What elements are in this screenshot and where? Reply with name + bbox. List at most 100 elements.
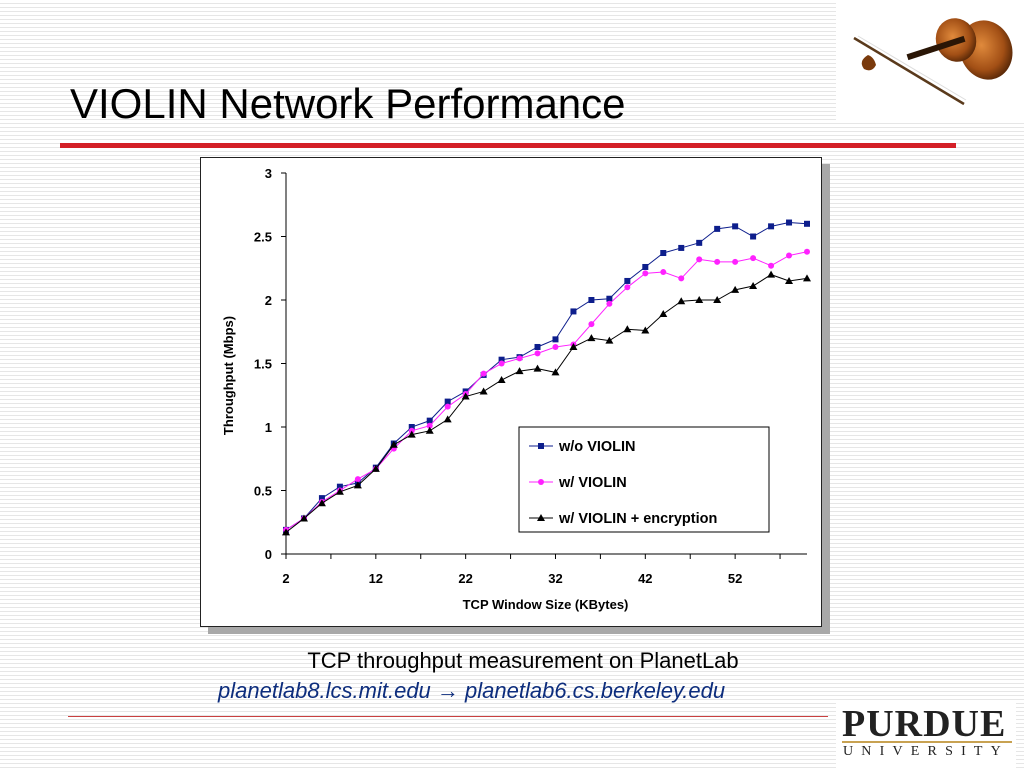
data-point (588, 297, 595, 303)
data-point (444, 403, 451, 410)
data-point (498, 360, 505, 367)
data-point (696, 256, 703, 263)
data-point (749, 282, 758, 290)
data-point (660, 269, 667, 276)
x-tick-label: 52 (728, 571, 742, 586)
y-tick-label: 1.5 (254, 357, 272, 372)
data-point (407, 430, 416, 438)
data-point (606, 300, 613, 307)
data-point (624, 277, 631, 284)
data-point (569, 342, 578, 350)
data-point (354, 476, 361, 483)
data-point (408, 424, 415, 430)
data-point (534, 343, 541, 350)
legend-swatch-marker (537, 514, 545, 521)
data-point (677, 297, 686, 305)
y-tick-label: 0.5 (254, 484, 272, 499)
data-point (768, 223, 775, 230)
data-point (714, 258, 721, 265)
x-tick-label: 32 (548, 571, 562, 586)
data-point (552, 336, 559, 343)
data-point (282, 528, 290, 536)
data-point (461, 392, 470, 400)
legend-box (518, 426, 770, 533)
slide-title: VIOLIN Network Performance (70, 80, 626, 127)
data-point (425, 426, 434, 434)
data-point (804, 248, 810, 255)
data-point (444, 398, 451, 405)
data-point (695, 296, 704, 303)
data-point (786, 219, 793, 226)
data-point (785, 276, 794, 284)
data-point (605, 336, 614, 344)
data-point (732, 223, 739, 230)
y-tick-label: 3 (265, 166, 272, 181)
chart-frame: 0 0.5 1 1.5 2 2.5 3 2 12 22 32 42 52 TCP Window Size … (200, 157, 822, 627)
data-point (534, 350, 541, 357)
legend-entry: w/ VIOLIN (558, 475, 627, 491)
data-point (642, 263, 649, 270)
footer-divider (68, 716, 828, 717)
x-tick-label: 12 (369, 571, 383, 586)
data-point (480, 370, 487, 377)
data-point (551, 368, 560, 376)
data-point (696, 239, 703, 246)
data-point (552, 343, 559, 350)
data-point (371, 464, 380, 472)
legend-entry: w/ VIOLIN + encryption (558, 511, 717, 527)
violin-logo (836, 0, 1024, 120)
data-point (767, 270, 776, 278)
data-point (353, 481, 362, 489)
data-point (678, 244, 685, 251)
data-point (623, 325, 632, 333)
data-point (587, 334, 596, 342)
x-tick-label: 22 (458, 571, 472, 586)
data-point (317, 499, 326, 507)
data-point (804, 220, 810, 227)
data-point (642, 270, 649, 277)
data-point (516, 355, 523, 362)
data-point (533, 364, 542, 372)
data-point (570, 308, 577, 315)
data-point (768, 262, 775, 269)
data-point (750, 255, 757, 262)
violin-icon (853, 18, 1013, 106)
legend-swatch-marker (538, 443, 544, 449)
data-point (497, 376, 506, 384)
data-point (606, 295, 613, 302)
data-point (479, 387, 488, 395)
data-point (299, 514, 308, 522)
y-tick-label: 2.5 (254, 230, 272, 245)
data-point (389, 440, 398, 448)
purdue-logo-rule (842, 741, 1012, 743)
chart-caption: TCP throughput measurement on PlanetLab (307, 648, 739, 673)
purdue-logo-name: PURDUE (842, 703, 1007, 745)
data-point (515, 367, 524, 375)
data-point (498, 356, 505, 363)
data-point (803, 274, 811, 282)
data-point (335, 487, 344, 495)
data-point (732, 258, 739, 265)
data-point (318, 495, 325, 502)
legend-entry: w/o VIOLIN (558, 439, 636, 455)
data-point (678, 275, 685, 282)
data-point (713, 296, 722, 303)
y-tick-label: 1 (265, 420, 272, 435)
purdue-logo-sub: UNIVERSITY (843, 744, 1009, 759)
data-point (750, 233, 757, 240)
x-tick-label: 42 (638, 571, 652, 586)
y-axis-label: Throughput (Mbps) (221, 316, 236, 435)
data-point (660, 250, 667, 257)
data-point (786, 252, 793, 259)
y-tick-label: 2 (265, 293, 272, 308)
y-tick-label: 0 (265, 547, 272, 562)
x-tick-label: 2 (282, 571, 289, 586)
data-point (336, 483, 343, 490)
purdue-logo (836, 700, 1016, 768)
data-point (624, 284, 631, 291)
data-point (443, 415, 452, 423)
data-point (641, 326, 650, 334)
data-point (588, 321, 595, 328)
x-axis-label: TCP Window Size (KBytes) (463, 597, 629, 612)
